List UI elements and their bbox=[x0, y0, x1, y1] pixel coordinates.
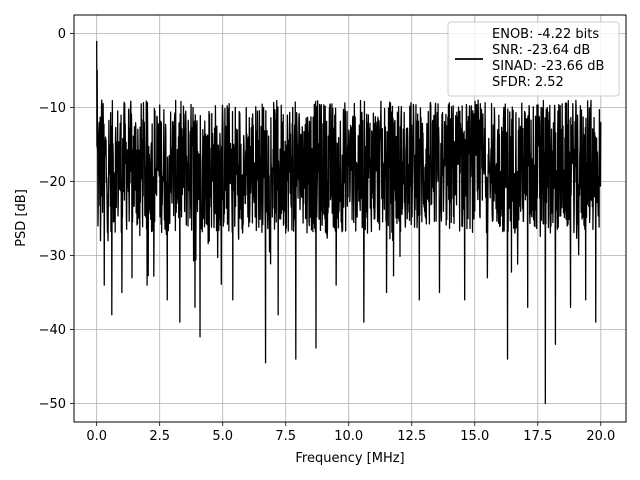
x-tick-label: 12.5 bbox=[397, 429, 426, 444]
x-tick-label: 7.5 bbox=[275, 429, 296, 444]
legend-line: SINAD: -23.66 dB bbox=[492, 59, 604, 74]
y-axis-label: PSD [dB] bbox=[14, 189, 29, 247]
psd-series-line bbox=[96, 40, 602, 405]
x-axis-label: Frequency [MHz] bbox=[295, 451, 404, 466]
axis-ticks: 0.0 2.5 5.0 7.5 10.0 12.5 15.0 17.5 20.0 0 −10 −20 −… bbox=[39, 27, 616, 444]
y-tick-label: −30 bbox=[39, 249, 66, 264]
y-tick-label: 0 bbox=[58, 27, 66, 42]
legend-line: SFDR: 2.52 bbox=[492, 75, 564, 90]
x-tick-label: 0.0 bbox=[86, 429, 107, 444]
legend: ENOB: -4.22 bits SNR: -23.64 dB SINAD: -23… bbox=[447, 21, 620, 97]
x-tick-label: 15.0 bbox=[460, 429, 489, 444]
axes-frame bbox=[73, 14, 627, 423]
y-tick-label: −20 bbox=[39, 175, 66, 190]
y-tick-label: −50 bbox=[39, 397, 66, 412]
y-tick-label: −40 bbox=[39, 323, 66, 338]
x-tick-label: 2.5 bbox=[149, 429, 170, 444]
plot-area bbox=[96, 40, 602, 405]
legend-box bbox=[447, 21, 620, 97]
legend-entry-text: ENOB: -4.22 bits SNR: -23.64 dB SINAD: -23… bbox=[492, 27, 604, 90]
y-tick-label: −10 bbox=[39, 101, 66, 116]
x-tick-label: 5.0 bbox=[212, 429, 233, 444]
legend-line: SNR: -23.64 dB bbox=[492, 43, 590, 58]
x-tick-label: 20.0 bbox=[586, 429, 615, 444]
x-tick-label: 10.0 bbox=[334, 429, 363, 444]
legend-line: ENOB: -4.22 bits bbox=[492, 27, 599, 42]
x-tick-label: 17.5 bbox=[523, 429, 552, 444]
